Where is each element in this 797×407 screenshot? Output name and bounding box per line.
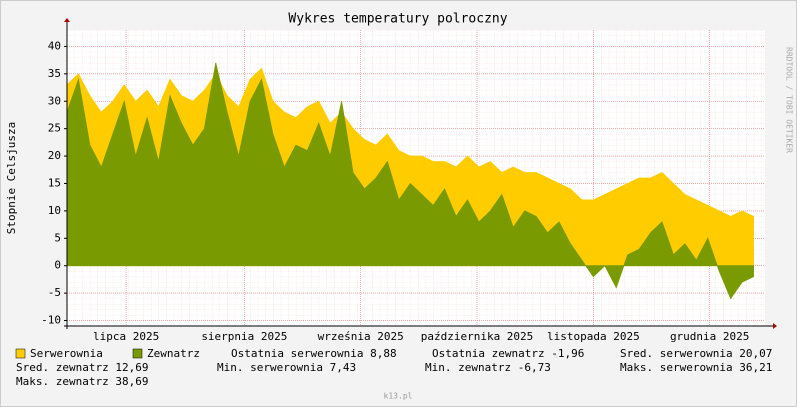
areas — [66, 62, 754, 300]
y-tick-label: 20 — [48, 149, 61, 162]
legend-stat: Ostatnia serwerownia 8,88 — [231, 347, 397, 360]
y-tick-label: 40 — [48, 39, 61, 52]
y-tick-label: 5 — [54, 231, 61, 244]
y-tick-label: 35 — [48, 67, 61, 80]
x-tick-label: sierpnia 2025 — [201, 330, 287, 343]
axis-arrow — [773, 323, 777, 329]
legend-stat: Maks. serwerownia 36,21 — [620, 361, 772, 374]
footer: k13.pl — [384, 392, 413, 401]
legend-stat: Min. zewnatrz -6,73 — [425, 361, 551, 374]
legend-stat: Sred. zewnatrz 12,69 — [16, 361, 148, 374]
watermark: RRDTOOL / TOBI OETIKER — [785, 47, 794, 153]
y-tick-label: 10 — [48, 204, 61, 217]
y-tick-label: 25 — [48, 122, 61, 135]
y-tick-label: -10 — [41, 314, 61, 327]
legend-label: Serwerownia — [30, 347, 103, 360]
legend-stat: Min. serwerownia 7,43 — [217, 361, 356, 374]
axis-arrow — [64, 18, 70, 22]
x-tick-label: lipca 2025 — [93, 330, 159, 343]
x-tick-label: października 2025 — [421, 330, 534, 343]
y-tick-label: 15 — [48, 176, 61, 189]
y-axis-label: Stopnie Celsjusza — [5, 122, 18, 235]
axes: -10 -5 0 5 10 15 20 25 30 35 40 lipca 2025 sierpnia … — [41, 18, 777, 343]
y-tick-label: 0 — [54, 259, 61, 272]
legend-stat: Ostatnia zewnatrz -1,96 — [432, 347, 584, 360]
legend-swatch — [15, 348, 26, 359]
x-tick-label: września 2025 — [318, 330, 404, 343]
legend-stat: Sred. serwerownia 20,07 — [620, 347, 772, 360]
y-tick-label: 30 — [48, 94, 61, 107]
chart-title: Wykres temperatury polroczny — [288, 12, 507, 27]
series-area — [66, 62, 754, 300]
legend-stat: Maks. zewnatrz 38,69 — [16, 375, 148, 388]
x-tick-label: listopada 2025 — [547, 330, 640, 343]
legend-label: Zewnatrz — [147, 347, 200, 360]
legend-swatch — [132, 348, 143, 359]
y-tick-label: -5 — [48, 286, 61, 299]
x-tick-label: grudnia 2025 — [670, 330, 749, 343]
